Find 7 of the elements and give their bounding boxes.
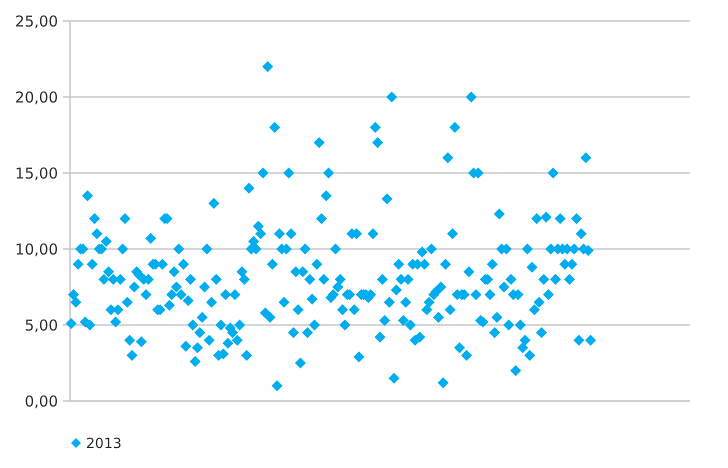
y-tick-label: 15,00 (15, 164, 58, 182)
y-tick-label: 25,00 (15, 12, 58, 30)
y-tick-label: 10,00 (15, 240, 58, 258)
y-tick-label: 20,00 (15, 88, 58, 106)
legend-label: 2013 (86, 436, 122, 452)
y-tick-label: 0,00 (24, 392, 58, 410)
y-tick-label: 5,00 (24, 316, 58, 334)
